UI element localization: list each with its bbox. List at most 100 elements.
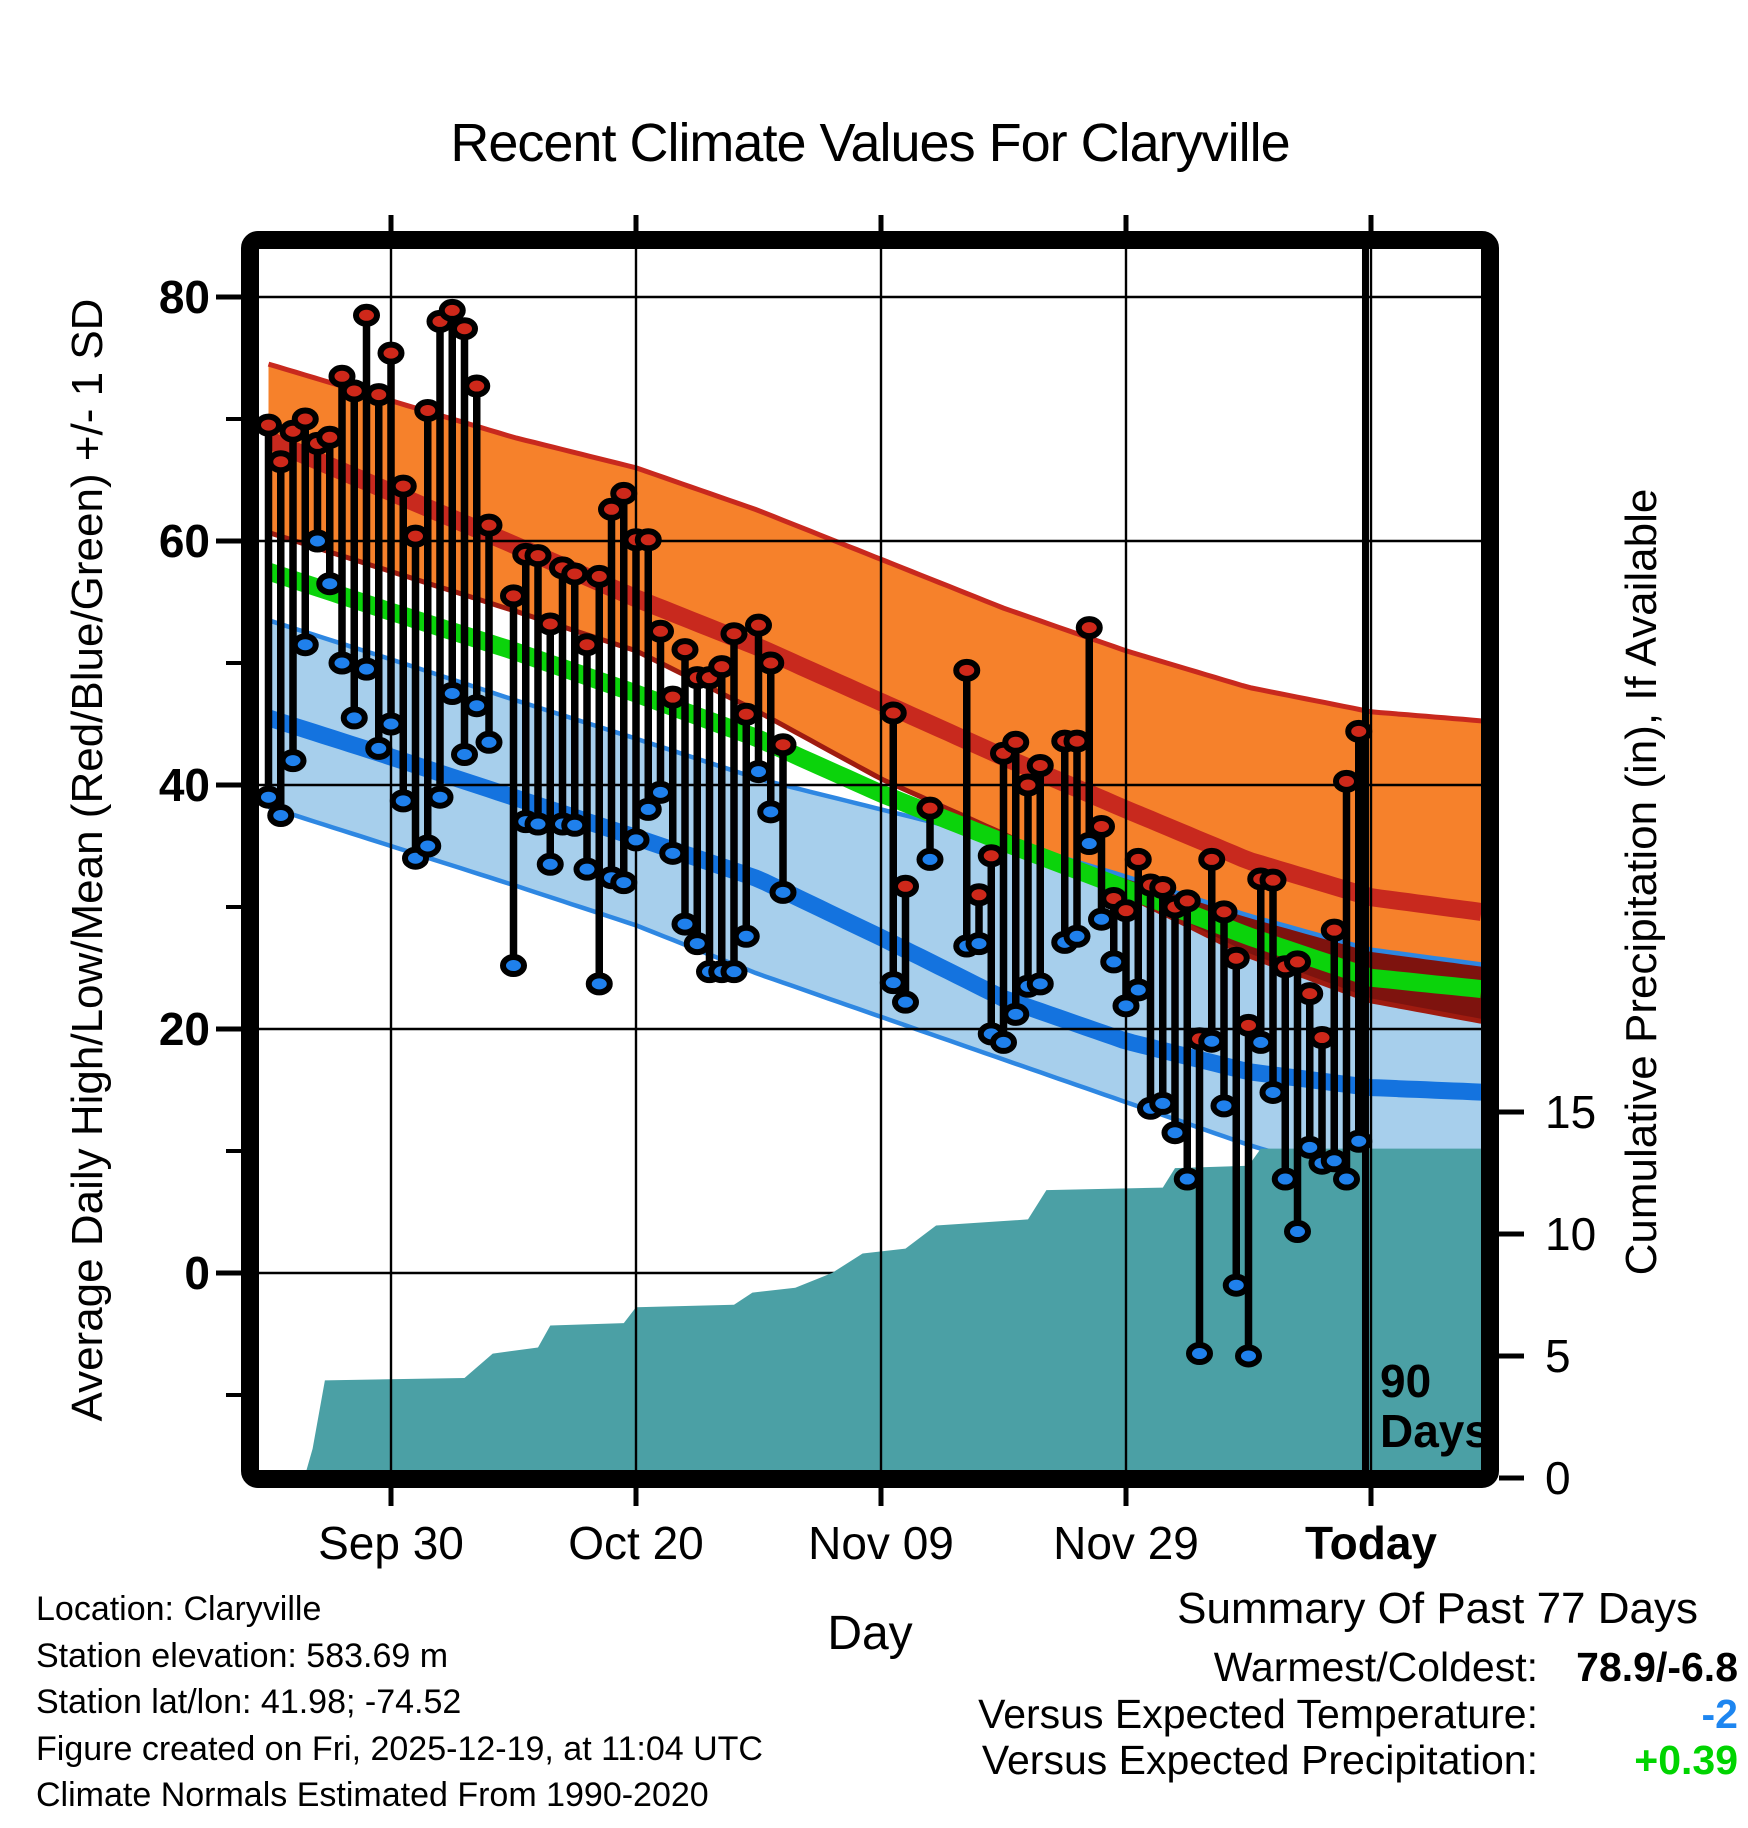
daily-high-dot	[1222, 946, 1250, 970]
station-info-block: Location: Claryville Station elevation: 5…	[36, 1586, 763, 1819]
mean-high-line	[264, 431, 1481, 921]
daily-high-dot	[1198, 847, 1226, 871]
daily-high-dot	[340, 379, 368, 403]
daily-low-dot	[340, 706, 368, 730]
summary-row-3: Versus Expected Precipitation: +0.39	[978, 1737, 1738, 1784]
daily-low-dot	[1210, 1094, 1238, 1118]
daily-low-dot	[1063, 924, 1091, 948]
summary-row-label: Versus Expected Temperature:	[978, 1690, 1538, 1737]
x-axis-title: Day	[827, 1607, 913, 1660]
daily-low-dot	[1075, 832, 1103, 856]
daily-high-dot	[561, 562, 589, 586]
daily-stem-day6	[328, 364, 356, 675]
daily-high-dot	[536, 612, 564, 636]
station-info-line-1: Location: Claryville	[36, 1590, 322, 1628]
daily-high-dot	[1345, 719, 1373, 743]
daily-stem-day27	[585, 564, 613, 996]
precip-tick-label-0: 0	[1545, 1452, 1571, 1504]
daily-low-dot	[279, 749, 307, 773]
daily-high-dot	[585, 564, 613, 588]
daily-stem-day63	[1026, 753, 1054, 996]
daily-stem-day52	[892, 874, 919, 1014]
daily-low-dot	[1161, 1121, 1189, 1145]
daily-high-dot	[500, 584, 527, 608]
daily-high-dot	[402, 524, 429, 548]
daily-high-dot	[1026, 753, 1054, 777]
daily-high-dot	[965, 883, 993, 907]
daily-high-dot	[1284, 950, 1311, 974]
daily-stem-day18	[475, 513, 503, 754]
daily-high-dot	[977, 844, 1005, 868]
daily-high-dot	[1112, 899, 1140, 923]
daily-high-dot	[953, 658, 981, 682]
daily-low-dot	[463, 694, 491, 718]
daily-low-dot	[1026, 972, 1054, 996]
daily-high-dot	[1235, 1013, 1262, 1037]
precip-tick-label-15: 15	[1545, 1086, 1597, 1138]
daily-stem-day34	[671, 638, 699, 936]
daily-low-dot	[769, 880, 797, 904]
daily-low-dot	[1149, 1091, 1177, 1115]
low-plus-sd-line	[267, 618, 1481, 967]
daily-stem-day8	[353, 303, 380, 681]
x-tick-label-nov-29: Nov 29	[1053, 1517, 1199, 1569]
summary-row-value: 78.9/-6.8	[1576, 1644, 1738, 1690]
daily-low-dot	[1333, 1167, 1360, 1191]
daily-high-dot	[1259, 868, 1287, 892]
station-info-line-4: Figure created on Fri, 2025-12-19, at 11…	[36, 1729, 763, 1768]
daily-low-dot	[647, 780, 674, 804]
daily-low-dot	[1186, 1342, 1213, 1366]
daily-stem-day68	[1088, 814, 1115, 931]
high-plus-sd-line	[267, 361, 1481, 724]
daily-low-dot	[1124, 978, 1152, 1002]
summary-row-label: Warmest/Coldest:	[1213, 1644, 1538, 1690]
summary-heading: Summary Of Past 77 Days	[1177, 1584, 1698, 1633]
daily-high-dot	[671, 638, 699, 662]
daily-high-dot	[647, 619, 674, 643]
daily-high-dot	[389, 474, 417, 498]
daily-low-dot	[389, 789, 417, 813]
daily-low-dot	[1088, 907, 1115, 931]
daily-high-dot	[879, 701, 907, 725]
daily-low-dot	[451, 743, 478, 766]
plot-inner-group	[259, 249, 1481, 1470]
mean-low-line	[265, 709, 1481, 1101]
daily-low-dot	[353, 657, 380, 681]
daily-low-dot	[438, 682, 466, 705]
daily-stem-day3	[291, 407, 319, 657]
daily-low-dot	[328, 651, 356, 675]
daily-stem-day54	[916, 796, 944, 871]
daily-low-dot	[1284, 1220, 1311, 1244]
daily-stem-day89	[1345, 719, 1373, 1153]
daily-high-dot	[463, 374, 491, 398]
daily-low-dot	[683, 932, 711, 956]
daily-stem-day17	[463, 374, 491, 718]
daily-low-dot	[573, 857, 601, 881]
daily-high-dot	[316, 425, 344, 449]
daily-high-dot	[708, 655, 736, 679]
daily-stem-day76	[1186, 1027, 1213, 1366]
daily-stem-day0	[259, 413, 282, 809]
summary-row-value: +0.39	[1634, 1737, 1738, 1783]
daily-high-dot	[365, 383, 393, 407]
ninety-days-annotation-line1: 90	[1380, 1355, 1432, 1407]
daily-low-dot	[291, 633, 319, 657]
daily-low-dot	[1112, 994, 1140, 1018]
precip-tick-label-10: 10	[1545, 1208, 1597, 1260]
daily-low-dot	[671, 912, 699, 936]
daily-high-dot	[1296, 982, 1324, 1006]
daily-low-dot	[745, 760, 772, 784]
daily-stem-day77	[1198, 847, 1226, 1053]
daily-stem-day33	[659, 685, 687, 865]
daily-stem-day42	[769, 733, 797, 904]
daily-low-dot	[304, 529, 331, 553]
daily-stem-day16	[451, 317, 478, 766]
daily-high-dot	[1063, 729, 1091, 753]
daily-low-dot	[259, 785, 282, 809]
daily-low-dot	[1173, 1167, 1201, 1191]
daily-low-dot	[426, 785, 454, 809]
x-tick-label-oct-20: Oct 20	[568, 1517, 704, 1569]
daily-low-dot	[634, 797, 662, 821]
daily-high-dot	[1333, 769, 1360, 793]
